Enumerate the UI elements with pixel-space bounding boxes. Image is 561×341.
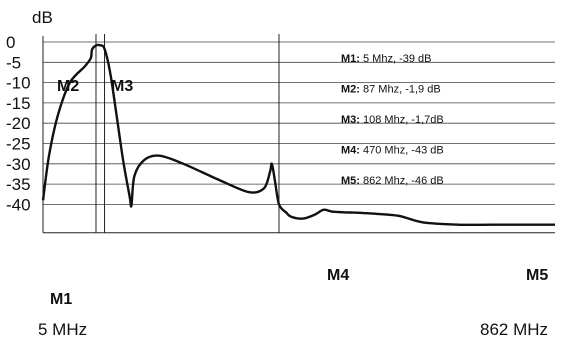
marker-label-m3: M3 xyxy=(111,78,133,95)
y-tick-label: -10 xyxy=(6,74,31,93)
y-tick-label: -20 xyxy=(6,114,31,133)
y-tick-label: -25 xyxy=(6,135,31,154)
grid xyxy=(43,41,555,205)
marker-label-m1: M1 xyxy=(50,291,72,308)
legend-entry: M1: 5 Mhz, -39 dB xyxy=(341,53,432,65)
y-tick-label: 0 xyxy=(6,33,15,52)
x-tick-label-end: 862 MHz xyxy=(480,320,548,339)
y-axis-label: dB xyxy=(32,8,53,27)
y-tick-label: -35 xyxy=(6,175,31,194)
legend: M1: 5 Mhz, -39 dB M2: 87 Mhz, -1,9 dB M3: … xyxy=(341,53,444,187)
legend-entry: M4: 470 Mhz, -43 dB xyxy=(341,145,444,157)
series-line xyxy=(41,43,555,227)
y-tick-label: -5 xyxy=(6,53,21,72)
x-tick-label-start: 5 MHz xyxy=(38,320,87,339)
marker-labels: M1 M2 M3 M4 M5 xyxy=(50,78,548,308)
marker-label-m2: M2 xyxy=(57,78,79,95)
y-tick-label: -30 xyxy=(6,155,31,174)
marker-label-m4: M4 xyxy=(327,267,349,284)
marker-lines xyxy=(95,34,280,233)
marker-label-m5: M5 xyxy=(526,267,548,284)
legend-entry: M2: 87 Mhz, -1,9 dB xyxy=(341,84,441,96)
legend-entry: M3: 108 Mhz, -1,7dB xyxy=(341,114,444,126)
legend-entry: M5: 862 Mhz, -46 dB xyxy=(341,175,444,187)
y-tick-labels: 0-5 -10-15-20 -25-30-35-40 xyxy=(6,33,31,214)
y-tick-label: -40 xyxy=(6,195,31,214)
y-tick-label: -15 xyxy=(6,94,31,113)
